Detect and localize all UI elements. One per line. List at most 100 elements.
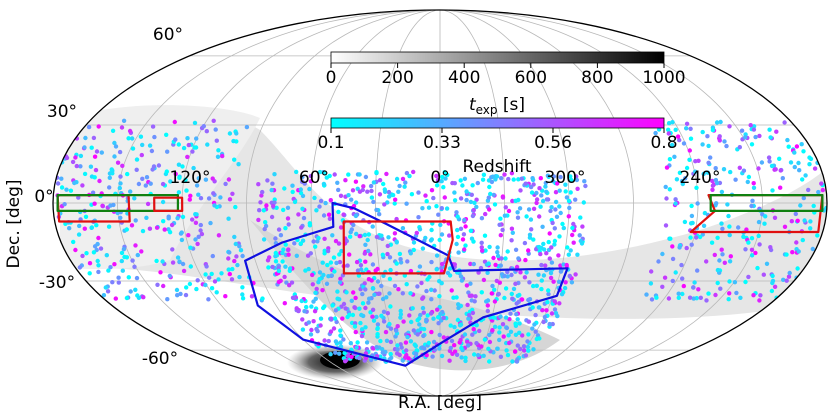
galaxy-point (538, 251, 543, 257)
galaxy-point (796, 160, 801, 166)
galaxy-point (206, 196, 212, 201)
galaxy-point (580, 224, 585, 229)
graticule-meridian (117, 10, 418, 396)
galaxy-point (501, 334, 506, 339)
galaxy-point (727, 291, 732, 296)
galaxy-point (471, 261, 476, 267)
galaxy-point (474, 323, 479, 328)
galaxy-point (682, 219, 688, 225)
galaxy-point (462, 217, 467, 223)
galaxy-point (556, 279, 562, 284)
galaxy-point (150, 167, 155, 172)
galaxy-point (553, 207, 558, 212)
galaxy-point (185, 136, 190, 141)
galaxy-point (452, 190, 457, 195)
galaxy-point (359, 267, 364, 272)
galaxy-point (470, 213, 476, 219)
galaxy-point (464, 189, 469, 194)
galaxy-point (465, 302, 470, 308)
galaxy-point (308, 179, 314, 184)
galaxy-point (357, 234, 362, 239)
galaxy-point (474, 197, 479, 202)
galaxy-point (350, 312, 356, 318)
galaxy-point (689, 213, 695, 219)
galaxy-point (532, 322, 537, 327)
galaxy-point (166, 216, 171, 221)
galaxy-point (348, 234, 353, 239)
galaxy-point (523, 257, 528, 263)
galaxy-point (582, 179, 587, 184)
galaxy-point (59, 185, 65, 190)
galaxy-point (786, 274, 792, 279)
galaxy-point (439, 206, 444, 211)
galaxy-point (519, 176, 524, 181)
galaxy-point (325, 262, 330, 268)
galaxy-point (347, 252, 352, 257)
galaxy-point (127, 128, 133, 134)
galaxy-point (426, 340, 431, 346)
galaxy-point (792, 150, 797, 155)
galaxy-point (522, 348, 527, 353)
galaxy-point (450, 180, 455, 186)
galaxy-point (281, 207, 286, 213)
galaxy-point (294, 169, 299, 175)
galaxy-point (160, 259, 165, 264)
galaxy-point (477, 328, 482, 334)
galaxy-point (455, 317, 461, 323)
galaxy-point (673, 270, 678, 275)
galaxy-point (762, 221, 767, 226)
galaxy-point (313, 290, 318, 295)
galaxy-point (458, 274, 464, 279)
galaxy-point (259, 193, 264, 198)
galaxy-point (529, 190, 535, 195)
galaxy-point (310, 272, 315, 278)
galaxy-point (568, 190, 573, 195)
galaxy-point (563, 182, 568, 187)
galaxy-point (738, 295, 743, 300)
galaxy-point (684, 121, 690, 127)
galaxy-point (498, 263, 503, 268)
galaxy-point (188, 245, 193, 250)
galaxy-point (500, 195, 506, 200)
galaxy-point (133, 243, 138, 248)
galaxy-point (96, 263, 101, 268)
galaxy-point (380, 252, 385, 257)
galaxy-point (300, 206, 305, 211)
galaxy-point (536, 244, 542, 250)
galaxy-point (290, 189, 295, 195)
galaxy-point (454, 352, 460, 357)
galaxy-point (691, 285, 696, 290)
galaxy-point (526, 332, 531, 337)
galaxy-point (326, 338, 331, 344)
galaxy-point (525, 339, 530, 344)
galaxy-point (690, 220, 695, 226)
galaxy-point (510, 230, 515, 235)
galaxy-point (346, 172, 351, 177)
galaxy-point (697, 234, 703, 240)
galaxy-point (112, 262, 117, 267)
galaxy-point (265, 258, 271, 263)
galaxy-point (337, 252, 342, 257)
galaxy-point (108, 265, 113, 270)
galaxy-point (226, 216, 231, 221)
galaxy-point (479, 245, 484, 250)
galaxy-point (767, 159, 772, 164)
galaxy-point (381, 309, 387, 314)
galaxy-point (400, 226, 406, 231)
galaxy-point (654, 295, 659, 300)
galaxy-point (285, 205, 291, 210)
galaxy-point (522, 240, 528, 246)
galaxy-point (749, 236, 755, 241)
galaxy-point (538, 176, 543, 181)
galaxy-point (328, 352, 333, 357)
galaxy-point (333, 350, 338, 355)
galaxy-point (161, 283, 166, 289)
galaxy-point (717, 138, 722, 143)
galaxy-point (134, 167, 139, 172)
galaxy-point (679, 262, 684, 268)
galaxy-point (503, 256, 508, 261)
galaxy-point (695, 268, 700, 273)
galaxy-point (502, 273, 507, 279)
galaxy-point (569, 280, 575, 285)
galaxy-point (257, 208, 262, 213)
